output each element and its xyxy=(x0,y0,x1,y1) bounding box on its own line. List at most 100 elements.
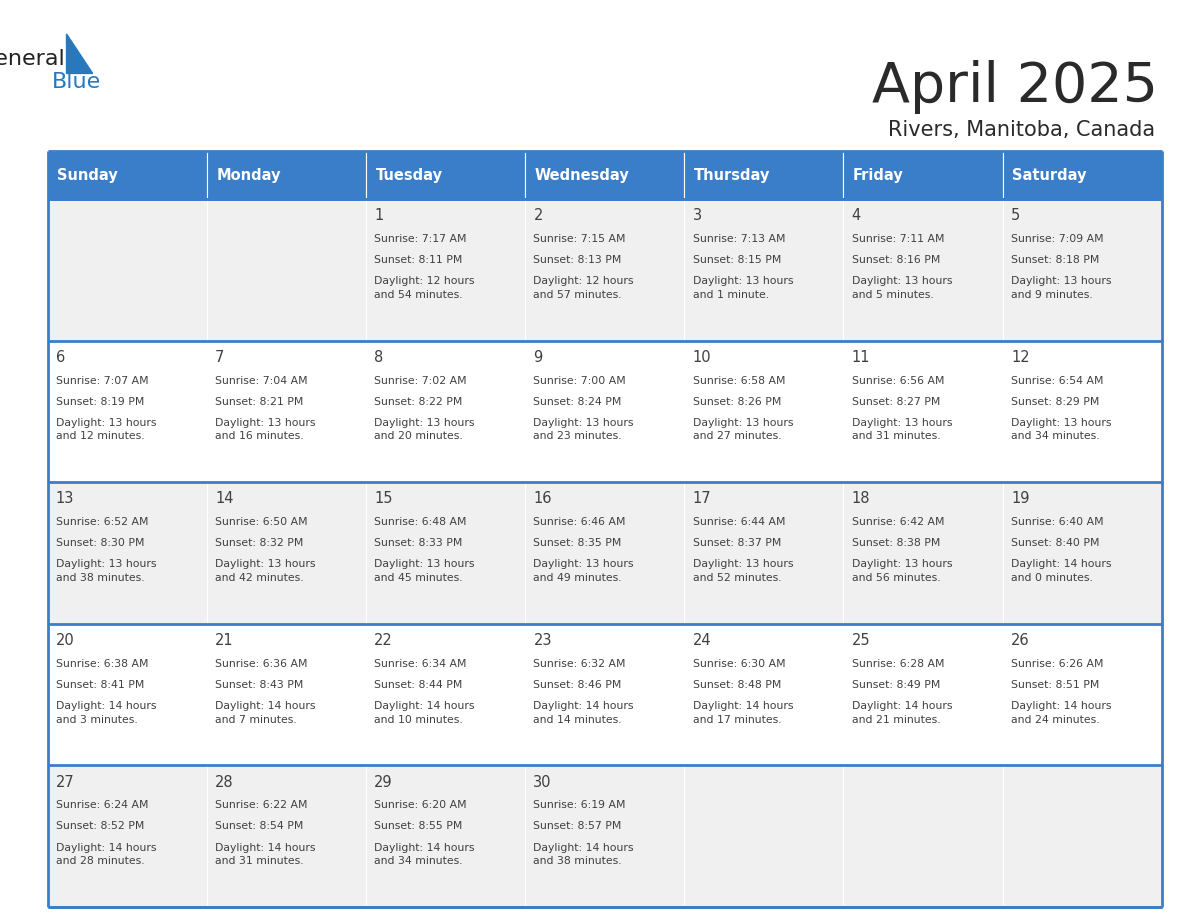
Text: Sunrise: 6:20 AM: Sunrise: 6:20 AM xyxy=(374,800,467,811)
Text: Sunrise: 6:48 AM: Sunrise: 6:48 AM xyxy=(374,517,467,527)
Text: 26: 26 xyxy=(1011,633,1030,648)
Text: Sunrise: 6:22 AM: Sunrise: 6:22 AM xyxy=(215,800,308,811)
Text: General: General xyxy=(0,49,65,69)
Text: Sunrise: 6:58 AM: Sunrise: 6:58 AM xyxy=(693,375,785,386)
Text: Daylight: 13 hours
and 38 minutes.: Daylight: 13 hours and 38 minutes. xyxy=(56,559,157,583)
FancyBboxPatch shape xyxy=(843,482,1003,624)
FancyBboxPatch shape xyxy=(843,151,1003,199)
Text: Daylight: 14 hours
and 34 minutes.: Daylight: 14 hours and 34 minutes. xyxy=(374,843,475,867)
Text: Sunrise: 7:04 AM: Sunrise: 7:04 AM xyxy=(215,375,308,386)
Text: Sunset: 8:22 PM: Sunset: 8:22 PM xyxy=(374,397,462,407)
Text: Daylight: 13 hours
and 5 minutes.: Daylight: 13 hours and 5 minutes. xyxy=(852,276,953,300)
Text: 22: 22 xyxy=(374,633,393,648)
FancyBboxPatch shape xyxy=(525,151,684,199)
Text: Sunset: 8:46 PM: Sunset: 8:46 PM xyxy=(533,680,621,689)
FancyBboxPatch shape xyxy=(48,341,207,482)
Text: Wednesday: Wednesday xyxy=(535,168,630,183)
Text: Sunset: 8:38 PM: Sunset: 8:38 PM xyxy=(852,538,940,548)
Text: 30: 30 xyxy=(533,775,552,789)
FancyBboxPatch shape xyxy=(48,766,207,907)
Text: 5: 5 xyxy=(1011,208,1020,223)
Text: Sunrise: 6:19 AM: Sunrise: 6:19 AM xyxy=(533,800,626,811)
Text: Daylight: 13 hours
and 34 minutes.: Daylight: 13 hours and 34 minutes. xyxy=(1011,418,1112,442)
Text: Daylight: 13 hours
and 42 minutes.: Daylight: 13 hours and 42 minutes. xyxy=(215,559,316,583)
FancyBboxPatch shape xyxy=(1003,766,1162,907)
FancyBboxPatch shape xyxy=(48,199,207,341)
Text: Sunset: 8:30 PM: Sunset: 8:30 PM xyxy=(56,538,144,548)
Text: Sunset: 8:33 PM: Sunset: 8:33 PM xyxy=(374,538,462,548)
Text: Sunrise: 7:17 AM: Sunrise: 7:17 AM xyxy=(374,234,467,244)
Text: Sunset: 8:55 PM: Sunset: 8:55 PM xyxy=(374,822,462,832)
Text: Sunrise: 7:00 AM: Sunrise: 7:00 AM xyxy=(533,375,626,386)
Text: Daylight: 14 hours
and 0 minutes.: Daylight: 14 hours and 0 minutes. xyxy=(1011,559,1112,583)
Text: 20: 20 xyxy=(56,633,75,648)
FancyBboxPatch shape xyxy=(366,151,525,199)
Text: 12: 12 xyxy=(1011,350,1030,365)
Text: Daylight: 12 hours
and 57 minutes.: Daylight: 12 hours and 57 minutes. xyxy=(533,276,634,300)
FancyBboxPatch shape xyxy=(843,341,1003,482)
Text: Sunrise: 6:30 AM: Sunrise: 6:30 AM xyxy=(693,659,785,668)
Text: Sunrise: 6:34 AM: Sunrise: 6:34 AM xyxy=(374,659,467,668)
Text: 21: 21 xyxy=(215,633,234,648)
FancyBboxPatch shape xyxy=(366,624,525,766)
Text: Sunset: 8:41 PM: Sunset: 8:41 PM xyxy=(56,680,144,689)
Text: Sunrise: 6:40 AM: Sunrise: 6:40 AM xyxy=(1011,517,1104,527)
Text: Sunrise: 7:15 AM: Sunrise: 7:15 AM xyxy=(533,234,626,244)
Text: Daylight: 13 hours
and 1 minute.: Daylight: 13 hours and 1 minute. xyxy=(693,276,794,300)
Text: Daylight: 14 hours
and 24 minutes.: Daylight: 14 hours and 24 minutes. xyxy=(1011,701,1112,724)
Text: Daylight: 13 hours
and 9 minutes.: Daylight: 13 hours and 9 minutes. xyxy=(1011,276,1112,300)
Text: Daylight: 13 hours
and 52 minutes.: Daylight: 13 hours and 52 minutes. xyxy=(693,559,794,583)
Text: Sunset: 8:54 PM: Sunset: 8:54 PM xyxy=(215,822,303,832)
FancyBboxPatch shape xyxy=(207,341,366,482)
Text: Daylight: 14 hours
and 17 minutes.: Daylight: 14 hours and 17 minutes. xyxy=(693,701,794,724)
FancyBboxPatch shape xyxy=(684,482,843,624)
Text: Daylight: 14 hours
and 28 minutes.: Daylight: 14 hours and 28 minutes. xyxy=(56,843,157,867)
FancyBboxPatch shape xyxy=(684,341,843,482)
Text: Sunset: 8:29 PM: Sunset: 8:29 PM xyxy=(1011,397,1099,407)
Text: 15: 15 xyxy=(374,491,393,507)
Text: Sunrise: 7:02 AM: Sunrise: 7:02 AM xyxy=(374,375,467,386)
Text: Sunset: 8:35 PM: Sunset: 8:35 PM xyxy=(533,538,621,548)
Text: Sunset: 8:49 PM: Sunset: 8:49 PM xyxy=(852,680,940,689)
Text: Daylight: 14 hours
and 38 minutes.: Daylight: 14 hours and 38 minutes. xyxy=(533,843,634,867)
Text: Sunset: 8:43 PM: Sunset: 8:43 PM xyxy=(215,680,303,689)
Text: 28: 28 xyxy=(215,775,234,789)
Text: Sunrise: 7:07 AM: Sunrise: 7:07 AM xyxy=(56,375,148,386)
Text: Sunset: 8:19 PM: Sunset: 8:19 PM xyxy=(56,397,144,407)
Text: Daylight: 13 hours
and 20 minutes.: Daylight: 13 hours and 20 minutes. xyxy=(374,418,475,442)
Text: 17: 17 xyxy=(693,491,712,507)
FancyBboxPatch shape xyxy=(1003,482,1162,624)
Text: Tuesday: Tuesday xyxy=(375,168,442,183)
Text: Daylight: 13 hours
and 12 minutes.: Daylight: 13 hours and 12 minutes. xyxy=(56,418,157,442)
FancyBboxPatch shape xyxy=(366,766,525,907)
Text: Daylight: 14 hours
and 7 minutes.: Daylight: 14 hours and 7 minutes. xyxy=(215,701,316,724)
FancyBboxPatch shape xyxy=(684,766,843,907)
Text: Sunrise: 6:32 AM: Sunrise: 6:32 AM xyxy=(533,659,626,668)
FancyBboxPatch shape xyxy=(207,766,366,907)
Text: Friday: Friday xyxy=(853,168,904,183)
Text: Sunday: Sunday xyxy=(57,168,118,183)
Text: Sunrise: 6:28 AM: Sunrise: 6:28 AM xyxy=(852,659,944,668)
Text: Saturday: Saturday xyxy=(1012,168,1087,183)
Text: Daylight: 14 hours
and 21 minutes.: Daylight: 14 hours and 21 minutes. xyxy=(852,701,953,724)
Text: 2: 2 xyxy=(533,208,543,223)
Text: Sunrise: 6:42 AM: Sunrise: 6:42 AM xyxy=(852,517,944,527)
Text: Daylight: 14 hours
and 10 minutes.: Daylight: 14 hours and 10 minutes. xyxy=(374,701,475,724)
Text: Sunrise: 6:36 AM: Sunrise: 6:36 AM xyxy=(215,659,308,668)
Text: April 2025: April 2025 xyxy=(872,61,1158,114)
FancyBboxPatch shape xyxy=(843,766,1003,907)
Text: Daylight: 13 hours
and 49 minutes.: Daylight: 13 hours and 49 minutes. xyxy=(533,559,634,583)
Text: Sunset: 8:57 PM: Sunset: 8:57 PM xyxy=(533,822,621,832)
Text: 6: 6 xyxy=(56,350,65,365)
Text: Sunset: 8:24 PM: Sunset: 8:24 PM xyxy=(533,397,621,407)
Text: Sunrise: 7:11 AM: Sunrise: 7:11 AM xyxy=(852,234,944,244)
FancyBboxPatch shape xyxy=(366,341,525,482)
Text: Sunset: 8:15 PM: Sunset: 8:15 PM xyxy=(693,255,781,265)
FancyBboxPatch shape xyxy=(525,199,684,341)
Text: Sunrise: 7:09 AM: Sunrise: 7:09 AM xyxy=(1011,234,1104,244)
Text: Sunset: 8:37 PM: Sunset: 8:37 PM xyxy=(693,538,781,548)
Text: 11: 11 xyxy=(852,350,871,365)
Text: Sunset: 8:52 PM: Sunset: 8:52 PM xyxy=(56,822,144,832)
Text: Sunrise: 6:54 AM: Sunrise: 6:54 AM xyxy=(1011,375,1104,386)
Text: Rivers, Manitoba, Canada: Rivers, Manitoba, Canada xyxy=(887,120,1155,140)
